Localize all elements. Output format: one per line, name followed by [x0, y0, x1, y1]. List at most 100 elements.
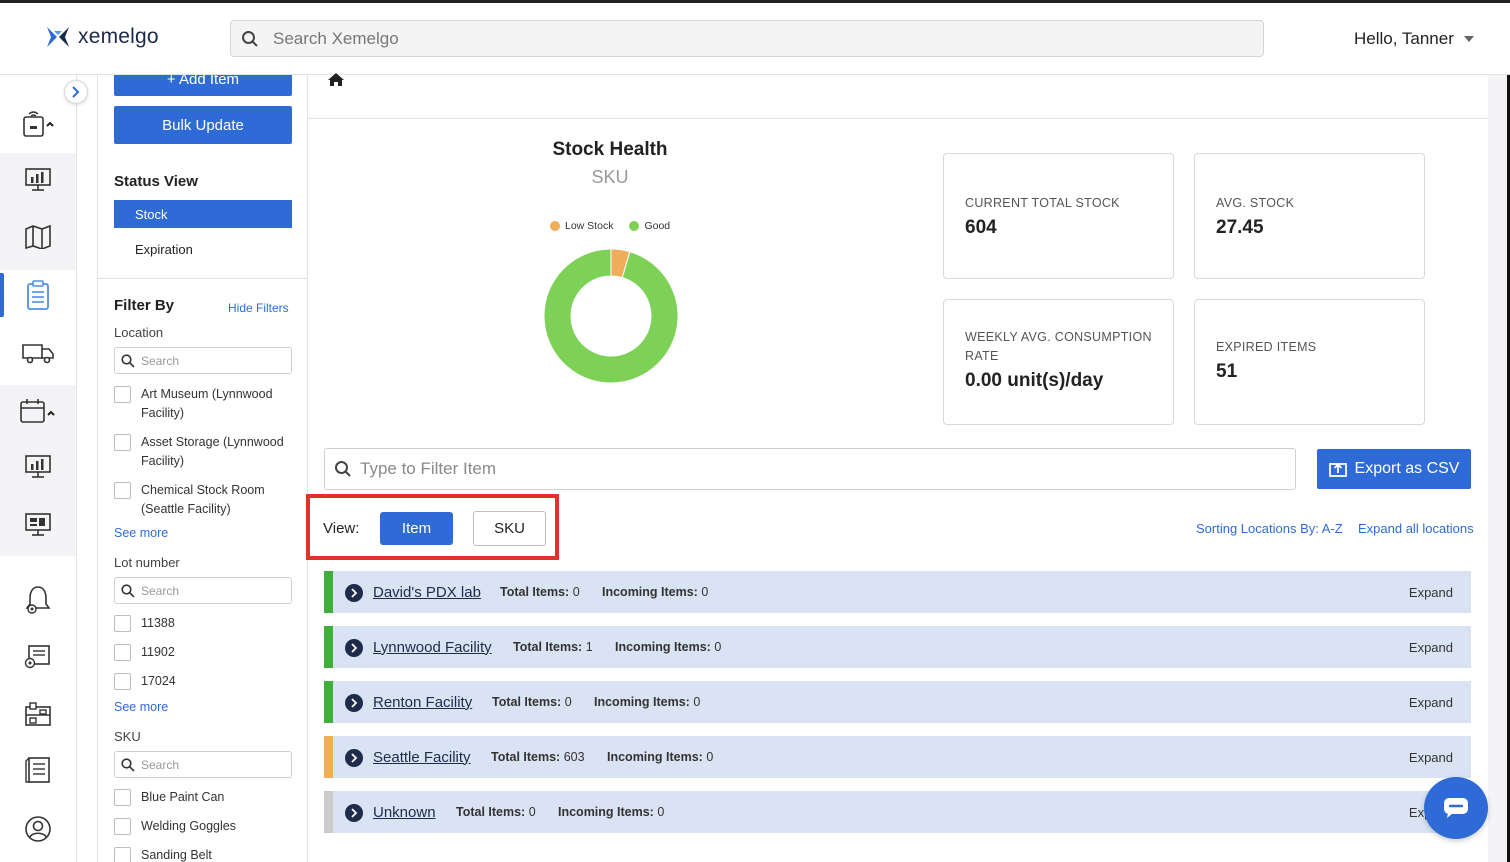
checkbox[interactable]	[114, 818, 131, 835]
sku-search-box[interactable]	[114, 751, 292, 778]
incoming-items-value: 0	[714, 640, 722, 654]
checkbox[interactable]	[114, 644, 131, 661]
expand-row-button[interactable]	[345, 639, 363, 657]
location-search-box[interactable]	[114, 347, 292, 374]
storage-shelves-icon	[25, 702, 51, 726]
chevron-right-icon	[351, 753, 358, 763]
legend-dot	[629, 221, 640, 231]
status-option-expiration[interactable]: Expiration	[135, 241, 193, 257]
checkbox[interactable]	[114, 673, 131, 690]
rail-item-shipping[interactable]	[0, 325, 76, 381]
checkbox[interactable]	[114, 615, 131, 632]
rail-item-schedule[interactable]	[0, 383, 76, 439]
lot-option[interactable]: 11902	[114, 643, 294, 662]
global-search-input[interactable]	[273, 28, 1173, 49]
expand-row-button[interactable]	[345, 749, 363, 767]
location-status-bar	[324, 736, 333, 778]
caret-down-icon	[1463, 36, 1474, 42]
expand-link[interactable]: Expand	[1408, 639, 1453, 655]
bulk-update-button[interactable]: Bulk Update	[114, 106, 292, 144]
expand-link[interactable]: Expand	[1408, 694, 1453, 710]
expand-link[interactable]: Expand	[1408, 584, 1453, 600]
rail-item-tracking[interactable]	[0, 95, 76, 151]
stat-card-current-total-stock: CURRENT TOTAL STOCK 604	[943, 153, 1174, 279]
global-search-box[interactable]	[230, 20, 1264, 57]
checkbox[interactable]	[114, 482, 131, 499]
item-filter-input[interactable]	[360, 459, 1260, 479]
stat-label: AVG. STOCK	[1216, 196, 1295, 210]
location-status-bar	[324, 626, 333, 668]
total-items-value: 0	[572, 585, 580, 599]
rail-item-map[interactable]	[0, 209, 76, 265]
chat-support-button[interactable]	[1424, 777, 1488, 839]
view-item-button[interactable]: Item	[380, 512, 453, 545]
legend-item-low-stock[interactable]: Low Stock	[550, 220, 613, 232]
legend-item-good[interactable]: Good	[629, 220, 670, 232]
search-icon	[242, 30, 258, 47]
lot-option[interactable]: 17024	[114, 672, 294, 691]
sku-option[interactable]: Welding Goggles	[114, 817, 294, 836]
location-search-input[interactable]	[141, 353, 281, 368]
checkbox[interactable]	[114, 847, 131, 862]
lot-option[interactable]: 11388	[114, 614, 294, 633]
location-name-link[interactable]: Unknown	[373, 803, 436, 821]
user-greeting: Hello, Tanner	[1354, 29, 1454, 48]
location-option[interactable]: Asset Storage (Lynnwood Facility)	[114, 433, 294, 471]
location-row[interactable]: David's PDX lab Total Items: 0 Incoming It…	[324, 571, 1471, 613]
sku-option[interactable]: Blue Paint Can	[114, 788, 294, 807]
checkbox[interactable]	[114, 789, 131, 806]
location-name-link[interactable]: David's PDX lab	[373, 583, 481, 601]
stock-health-donut-chart	[543, 248, 679, 384]
location-option[interactable]: Art Museum (Lynnwood Facility)	[114, 385, 294, 423]
rail-item-dashboard[interactable]	[0, 152, 76, 208]
collapse-sidebar-button[interactable]	[64, 80, 88, 104]
donut-slice-good[interactable]	[543, 248, 679, 384]
location-row[interactable]: Seattle Facility Total Items: 603 Incoming…	[324, 736, 1471, 778]
sku-search-input[interactable]	[141, 757, 281, 772]
export-csv-button[interactable]: Export as CSV	[1317, 449, 1471, 489]
location-row[interactable]: Renton Facility Total Items: 0 Incoming It…	[324, 681, 1471, 723]
chat-icon	[1444, 798, 1468, 818]
chevron-right-icon	[72, 86, 80, 98]
user-menu[interactable]: Hello, Tanner	[1354, 29, 1474, 49]
expand-all-locations-link[interactable]: Expand all locations	[1358, 521, 1474, 536]
location-see-more-link[interactable]: See more	[114, 526, 169, 540]
filter-panel: + Add Item Bulk Update Status View Stock…	[97, 75, 308, 862]
expand-link[interactable]: Expand	[1408, 749, 1453, 765]
sku-option-label: Blue Paint Can	[141, 790, 225, 804]
location-name-link[interactable]: Lynnwood Facility	[373, 638, 492, 656]
rail-item-reports[interactable]	[0, 439, 76, 495]
monitor-chart-icon	[25, 455, 51, 478]
rail-item-analytics[interactable]	[0, 497, 76, 553]
lot-see-more-link[interactable]: See more	[114, 700, 169, 714]
status-option-stock[interactable]: Stock	[114, 200, 292, 228]
checkbox[interactable]	[114, 434, 131, 451]
expand-row-button[interactable]	[345, 584, 363, 602]
rail-item-inventory[interactable]	[0, 267, 76, 323]
rail-item-assets[interactable]	[0, 686, 76, 742]
incoming-items: Incoming Items: 0	[607, 750, 713, 764]
location-row[interactable]: Lynnwood Facility Total Items: 1 Incoming …	[324, 626, 1471, 668]
rail-item-logs[interactable]	[0, 742, 76, 798]
hide-filters-link[interactable]: Hide Filters	[228, 301, 289, 315]
location-name-link[interactable]: Renton Facility	[373, 693, 473, 711]
expand-row-button[interactable]	[345, 804, 363, 822]
location-name-link[interactable]: Seattle Facility	[373, 748, 471, 766]
add-item-button[interactable]: + Add Item	[114, 75, 292, 96]
rail-item-profile[interactable]	[0, 801, 76, 857]
rail-item-config[interactable]	[0, 629, 76, 685]
expand-row-button[interactable]	[345, 694, 363, 712]
sort-locations-link[interactable]: Sorting Locations By: A-Z	[1196, 521, 1343, 536]
lot-search-input[interactable]	[141, 583, 281, 598]
sku-option[interactable]: Sanding Belt	[114, 846, 294, 862]
location-option[interactable]: Chemical Stock Room (Seattle Facility)	[114, 481, 294, 519]
rail-item-alerts[interactable]	[0, 572, 76, 628]
app-logo[interactable]: xemelgo	[46, 25, 159, 49]
item-filter-box[interactable]	[324, 448, 1296, 490]
home-icon[interactable]	[327, 71, 345, 87]
view-sku-button[interactable]: SKU	[473, 511, 546, 546]
lot-search-box[interactable]	[114, 577, 292, 604]
monitor-dashboard-icon	[25, 513, 51, 536]
checkbox[interactable]	[114, 386, 131, 403]
